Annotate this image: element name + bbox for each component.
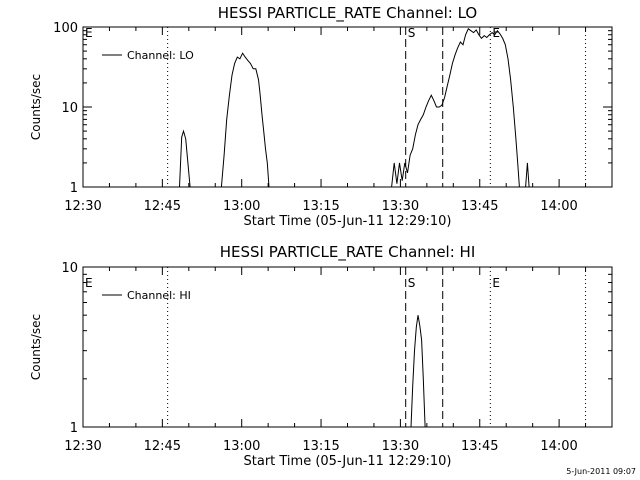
x-tick-label: 13:45 xyxy=(461,199,498,214)
legend-label: Channel: HI xyxy=(127,289,191,302)
x-tick-label: 13:30 xyxy=(382,439,419,454)
x-tick-label: 14:00 xyxy=(540,439,577,454)
x-tick-label: 13:15 xyxy=(302,199,339,214)
x-tick-label: 13:30 xyxy=(382,199,419,214)
marker-label: E xyxy=(85,26,93,40)
x-tick-label: 12:30 xyxy=(64,439,101,454)
x-tick-label: 13:00 xyxy=(223,199,260,214)
chart-title: HESSI PARTICLE_RATE Channel: LO xyxy=(218,4,477,23)
series-line-channel-lo xyxy=(179,129,191,188)
marker-label: E xyxy=(85,276,93,290)
x-tick-label: 12:45 xyxy=(144,439,181,454)
y-tick-label: 1 xyxy=(70,421,78,436)
series-line-channel-lo xyxy=(220,52,270,188)
marker-label: E xyxy=(492,276,500,290)
x-tick-label: 13:45 xyxy=(461,439,498,454)
marker-label: S xyxy=(408,276,416,290)
legend-label: Channel: LO xyxy=(127,49,194,62)
x-tick-label: 12:45 xyxy=(144,199,181,214)
series-line-channel-lo xyxy=(525,162,530,188)
x-axis-label: Start Time (05-Jun-11 12:29:10) xyxy=(244,454,452,469)
chart-title: HESSI PARTICLE_RATE Channel: HI xyxy=(220,243,476,262)
y-tick-label: 10 xyxy=(61,101,78,116)
y-axis-label: Counts/sec xyxy=(29,314,43,380)
x-tick-label: 13:00 xyxy=(223,439,260,454)
x-tick-label: 14:00 xyxy=(540,199,577,214)
y-tick-label: 10 xyxy=(61,261,78,276)
x-axis-label: Start Time (05-Jun-11 12:29:10) xyxy=(244,214,452,229)
x-tick-label: 13:15 xyxy=(302,439,339,454)
series-line-channel-hi xyxy=(410,315,426,428)
x-tick-label: 12:30 xyxy=(64,199,101,214)
series-line-channel-lo xyxy=(391,28,520,188)
footer-timestamp: 5-Jun-2011 09:07 xyxy=(566,467,636,476)
marker-label: S xyxy=(408,26,416,40)
y-tick-label: 1 xyxy=(70,181,78,196)
y-tick-label: 100 xyxy=(53,21,78,36)
y-axis-label: Counts/sec xyxy=(29,74,43,140)
